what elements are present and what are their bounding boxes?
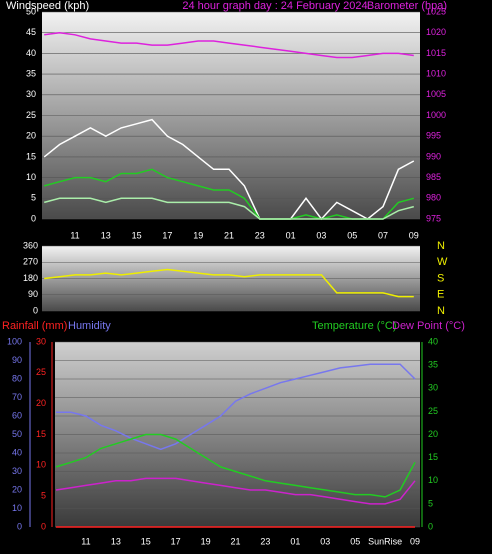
series-line	[44, 197, 414, 220]
tick-label: 10	[428, 475, 438, 485]
tick-label: 25	[26, 110, 36, 120]
tick-label: 30	[36, 336, 46, 346]
series-line	[44, 31, 414, 59]
tick-label: 80	[12, 373, 22, 383]
tick-label: 40	[12, 447, 22, 457]
x-tick-label: 01	[286, 230, 296, 240]
header-label: Windspeed (kph)	[6, 0, 89, 12]
tick-label: 70	[12, 392, 22, 402]
x-tick-label: 17	[162, 230, 172, 240]
x-tick-label: 05	[347, 230, 357, 240]
header-label: Dew Point (°C)	[392, 320, 465, 332]
x-tick-label: 23	[260, 536, 270, 546]
tick-label: 0	[33, 305, 38, 315]
tick-label: S	[437, 272, 444, 284]
tick-label: W	[437, 256, 448, 268]
header-label: Rainfall (mm)	[2, 320, 67, 332]
x-tick-label: 09	[410, 536, 420, 546]
tick-label: 20	[12, 484, 22, 494]
tick-label: 90	[28, 289, 38, 299]
tick-label: 25	[428, 406, 438, 416]
header-label: Barometer (hpa)	[367, 0, 447, 12]
tick-label: 20	[26, 131, 36, 141]
tick-label: 90	[12, 355, 22, 365]
tick-label: 25	[36, 367, 46, 377]
x-tick-label: 17	[171, 536, 181, 546]
x-tick-label: 19	[201, 536, 211, 546]
header-label: Temperature (°C)	[312, 320, 396, 332]
tick-label: 15	[26, 151, 36, 161]
tick-label: 45	[26, 27, 36, 37]
x-tick-label: 11	[70, 230, 79, 240]
tick-label: 995	[426, 131, 441, 141]
x-tick-label: 11	[81, 536, 90, 546]
tick-label: 1005	[426, 89, 446, 99]
tick-label: 985	[426, 172, 441, 182]
tick-label: 10	[36, 460, 46, 470]
series-line	[43, 118, 415, 221]
tick-label: 360	[23, 240, 38, 250]
tick-label: 990	[426, 151, 441, 161]
header-label: 24 hour graph day : 24 February 2024	[182, 0, 367, 12]
x-tick-label: 03	[320, 536, 330, 546]
series-line	[56, 363, 416, 451]
tick-label: 5	[428, 498, 433, 508]
tick-label: 1000	[426, 110, 446, 120]
x-tick-label: 13	[101, 230, 111, 240]
tick-label: 15	[36, 429, 46, 439]
tick-label: N	[437, 305, 445, 317]
tick-label: 980	[426, 193, 441, 203]
x-tick-label: 01	[290, 536, 300, 546]
tick-label: 50	[26, 6, 36, 16]
x-tick-label: 21	[231, 536, 241, 546]
x-tick-label: 15	[132, 230, 142, 240]
x-tick-label: 07	[378, 230, 388, 240]
tick-label: 10	[12, 503, 22, 513]
x-tick-label: 19	[193, 230, 203, 240]
tick-label: 35	[26, 68, 36, 78]
series-line	[55, 433, 416, 498]
x-tick-label: SunRise	[368, 536, 402, 546]
tick-label: 50	[12, 429, 22, 439]
tick-label: 1020	[426, 27, 446, 37]
tick-label: 0	[41, 521, 46, 531]
tick-label: 30	[26, 89, 36, 99]
tick-label: 270	[23, 257, 38, 267]
tick-label: N	[437, 240, 445, 252]
tick-label: 1015	[426, 48, 446, 58]
tick-label: 40	[26, 48, 36, 58]
x-tick-label: 21	[224, 230, 234, 240]
tick-label: 15	[428, 452, 438, 462]
tick-label: E	[437, 289, 444, 301]
tick-label: 0	[17, 521, 22, 531]
header-label: Humidity	[68, 320, 111, 332]
tick-label: 60	[12, 410, 22, 420]
x-tick-label: 03	[316, 230, 326, 240]
x-tick-label: 13	[111, 536, 121, 546]
tick-label: 20	[36, 398, 46, 408]
x-tick-label: 23	[255, 230, 265, 240]
tick-label: 1025	[426, 6, 446, 16]
tick-label: 0	[31, 213, 36, 223]
x-tick-label: 09	[409, 230, 419, 240]
series-line	[55, 477, 416, 505]
tick-label: 180	[23, 273, 38, 283]
tick-label: 35	[428, 360, 438, 370]
tick-label: 20	[428, 429, 438, 439]
tick-label: 30	[12, 466, 22, 476]
x-tick-label: 05	[350, 536, 360, 546]
tick-label: 100	[7, 336, 22, 346]
series-line	[44, 268, 414, 298]
x-tick-label: 15	[141, 536, 151, 546]
tick-label: 10	[26, 172, 36, 182]
tick-label: 1010	[426, 68, 446, 78]
tick-label: 30	[428, 383, 438, 393]
tick-label: 975	[426, 213, 441, 223]
tick-label: 5	[31, 193, 36, 203]
tick-label: 5	[41, 491, 46, 501]
tick-label: 0	[428, 521, 433, 531]
tick-label: 40	[428, 336, 438, 346]
